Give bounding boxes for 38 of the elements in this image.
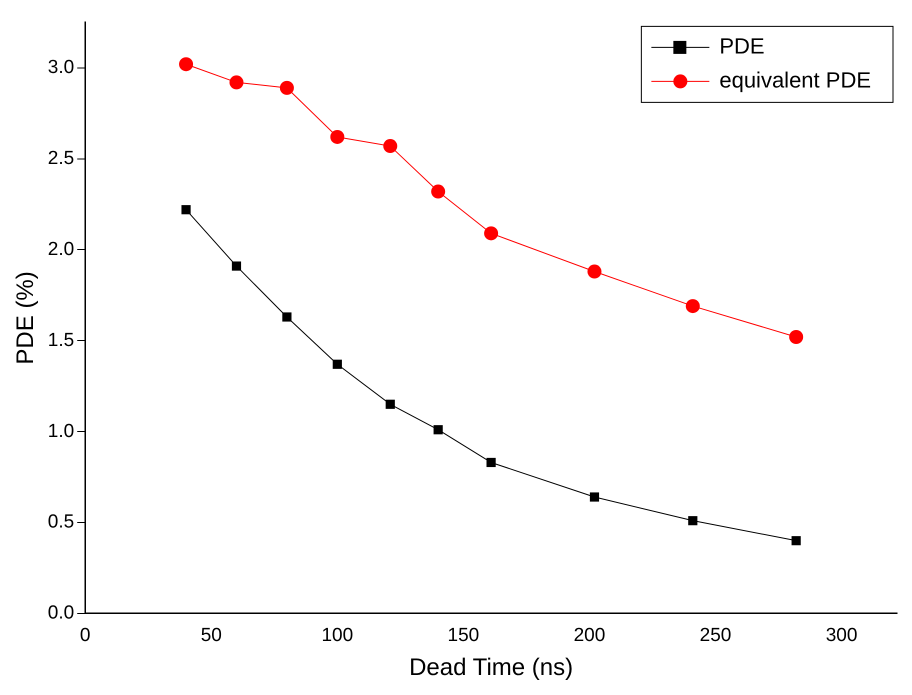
point bbox=[280, 80, 294, 95]
y-tick-label: 2.5 bbox=[48, 148, 74, 170]
point bbox=[232, 261, 242, 271]
legend-label: PDE bbox=[719, 33, 765, 58]
point bbox=[179, 57, 194, 72]
point bbox=[434, 425, 443, 434]
point bbox=[789, 330, 804, 344]
point bbox=[386, 400, 395, 409]
y-axis-title: PDE (%) bbox=[12, 271, 40, 365]
x-tick-label: 200 bbox=[574, 625, 606, 646]
point bbox=[332, 360, 342, 369]
y-tick-label: 1.0 bbox=[48, 420, 74, 442]
x-tick-label: 50 bbox=[200, 625, 222, 646]
y-tick-label: 0.5 bbox=[48, 512, 74, 533]
y-tick-label: 2.0 bbox=[48, 238, 74, 260]
point bbox=[431, 184, 446, 199]
legend-label: equivalent PDE bbox=[719, 67, 872, 92]
x-tick-label: 100 bbox=[321, 625, 354, 646]
point bbox=[590, 492, 600, 502]
x-tick-label: 150 bbox=[448, 625, 480, 646]
point bbox=[587, 264, 602, 279]
point bbox=[229, 75, 244, 90]
point bbox=[792, 536, 801, 546]
point bbox=[330, 130, 344, 144]
x-axis-title: Dead Time (ns) bbox=[409, 654, 574, 682]
point bbox=[282, 312, 292, 322]
point bbox=[181, 205, 191, 214]
x-tick-label: 300 bbox=[826, 625, 858, 646]
point bbox=[484, 226, 498, 240]
point bbox=[486, 458, 496, 468]
point bbox=[383, 139, 398, 154]
y-tick-label: 1.5 bbox=[48, 330, 74, 351]
y-tick-label: 0.0 bbox=[48, 602, 74, 624]
point bbox=[686, 299, 700, 314]
y-tick-label: 3.0 bbox=[48, 57, 74, 78]
x-tick-label: 250 bbox=[700, 625, 732, 646]
x-tick-label: 0 bbox=[80, 625, 90, 646]
point bbox=[688, 516, 698, 526]
